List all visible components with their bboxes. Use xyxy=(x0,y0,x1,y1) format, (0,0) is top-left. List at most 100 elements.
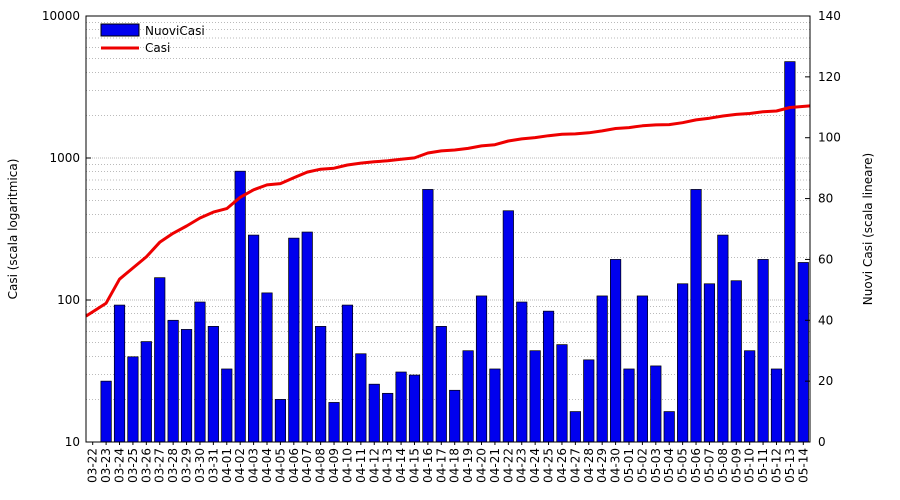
x-tick-label: 03-28 xyxy=(166,448,180,483)
x-axis: 03-22 03-23 03-24 03-25 03-26 03-27 03-28 03-29… xyxy=(86,442,810,483)
right-tick-label: 60 xyxy=(818,252,833,266)
x-tick-label: 05-09 xyxy=(729,448,743,483)
x-tick-label: 04-20 xyxy=(475,448,489,483)
x-tick-label: 05-08 xyxy=(716,448,730,483)
bar-04-18 xyxy=(449,389,461,443)
bar-04-07 xyxy=(301,231,313,443)
plot-frame xyxy=(85,15,811,443)
line-casi xyxy=(85,104,811,318)
x-tick-label: 05-11 xyxy=(756,448,770,483)
bar-04-17 xyxy=(435,326,447,443)
x-tick-label: 04-01 xyxy=(220,448,234,483)
bar-05-10 xyxy=(744,350,756,443)
x-tick-label: 04-05 xyxy=(273,448,287,483)
x-tick-label: 03-22 xyxy=(86,448,100,483)
right-tick-label: 80 xyxy=(818,192,833,206)
x-tick-label: 05-03 xyxy=(649,448,663,483)
grid-lines xyxy=(86,22,810,400)
x-tick-label: 03-30 xyxy=(193,448,207,483)
x-tick-label: 04-10 xyxy=(340,448,354,483)
bar-04-24 xyxy=(529,350,541,443)
x-tick-label: 04-17 xyxy=(434,448,448,483)
x-tick-label: 04-30 xyxy=(609,448,623,483)
right-tick-label: 40 xyxy=(818,313,833,327)
x-tick-label: 03-24 xyxy=(113,448,127,483)
x-tick-label: 04-29 xyxy=(595,448,609,483)
right-tick-label: 100 xyxy=(818,131,841,145)
right-axis-title: Nuovi Casi (scala lineare) xyxy=(861,153,875,305)
bar-04-06 xyxy=(288,237,300,443)
x-tick-label: 04-07 xyxy=(300,448,314,483)
bar-04-25 xyxy=(542,310,555,443)
legend-label-casi: Casi xyxy=(145,41,170,55)
bar-04-29 xyxy=(596,295,608,443)
x-tick-label: 03-29 xyxy=(180,448,194,483)
x-tick-label: 04-08 xyxy=(314,448,328,483)
x-tick-label: 05-04 xyxy=(662,448,676,483)
left-axis-title: Casi (scala logaritmica) xyxy=(6,159,20,300)
bar-04-11 xyxy=(355,353,367,443)
x-tick-label: 05-14 xyxy=(796,448,810,483)
x-tick-label: 03-25 xyxy=(126,448,140,483)
bar-04-20 xyxy=(475,295,488,443)
bar-04-12 xyxy=(368,383,380,443)
bar-04-01 xyxy=(221,368,233,443)
left-tick-label: 100 xyxy=(57,293,80,307)
bar-03-27 xyxy=(154,277,166,443)
left-tick-label: 1000 xyxy=(49,151,80,165)
right-tick-label: 140 xyxy=(818,9,841,23)
x-tick-label: 04-24 xyxy=(528,448,542,483)
x-tick-label: 04-03 xyxy=(247,448,261,483)
x-tick-label: 04-09 xyxy=(327,448,341,483)
x-tick-label: 04-26 xyxy=(555,448,569,483)
bar-04-05 xyxy=(274,399,286,443)
x-tick-label: 04-18 xyxy=(448,448,462,483)
left-tick-label: 10 xyxy=(65,435,80,449)
x-tick-label: 04-02 xyxy=(233,448,247,483)
bar-05-07 xyxy=(703,283,716,443)
bar-03-25 xyxy=(127,356,139,443)
x-tick-label: 04-27 xyxy=(568,448,582,483)
x-tick-label: 04-12 xyxy=(367,448,381,483)
x-tick-label: 03-26 xyxy=(139,448,153,483)
bar-04-08 xyxy=(315,326,327,443)
bar-04-04 xyxy=(261,292,273,443)
x-tick-label: 04-25 xyxy=(542,448,556,483)
x-tick-label: 04-13 xyxy=(381,448,395,483)
bar-03-24 xyxy=(113,304,126,443)
bar-03-30 xyxy=(194,301,206,443)
right-tick-label: 0 xyxy=(818,435,826,449)
bar-05-14 xyxy=(797,262,809,443)
left-tick-label: 10000 xyxy=(42,9,80,23)
bar-05-03 xyxy=(650,365,662,443)
bar-03-29 xyxy=(180,329,193,443)
x-tick-label: 05-05 xyxy=(676,448,690,483)
bar-05-09 xyxy=(730,280,742,443)
right-tick-label: 20 xyxy=(818,374,833,388)
x-tick-label: 04-14 xyxy=(394,448,408,483)
x-tick-label: 05-12 xyxy=(770,448,784,483)
x-tick-label: 04-15 xyxy=(408,448,422,483)
bar-04-16 xyxy=(422,189,434,443)
bar-03-31 xyxy=(207,326,219,443)
bar-04-10 xyxy=(341,304,354,443)
bar-04-13 xyxy=(382,392,394,443)
x-tick-label: 04-23 xyxy=(515,448,529,483)
bar-04-28 xyxy=(583,359,595,443)
x-tick-label: 04-19 xyxy=(461,448,475,483)
x-tick-label: 05-13 xyxy=(783,448,797,483)
bar-05-02 xyxy=(636,295,648,443)
bar-03-26 xyxy=(140,341,152,443)
x-tick-label: 03-31 xyxy=(206,448,220,483)
bar-04-15 xyxy=(408,374,421,443)
x-tick-label: 05-10 xyxy=(743,448,757,483)
bar-04-21 xyxy=(489,368,501,443)
legend: NuoviCasi Casi xyxy=(100,23,205,55)
bar-04-22 xyxy=(502,210,514,443)
x-tick-label: 04-22 xyxy=(501,448,515,483)
bar-03-28 xyxy=(167,319,179,443)
bar-04-23 xyxy=(516,301,528,443)
bar-05-12 xyxy=(770,368,783,443)
bar-04-03 xyxy=(248,234,260,443)
